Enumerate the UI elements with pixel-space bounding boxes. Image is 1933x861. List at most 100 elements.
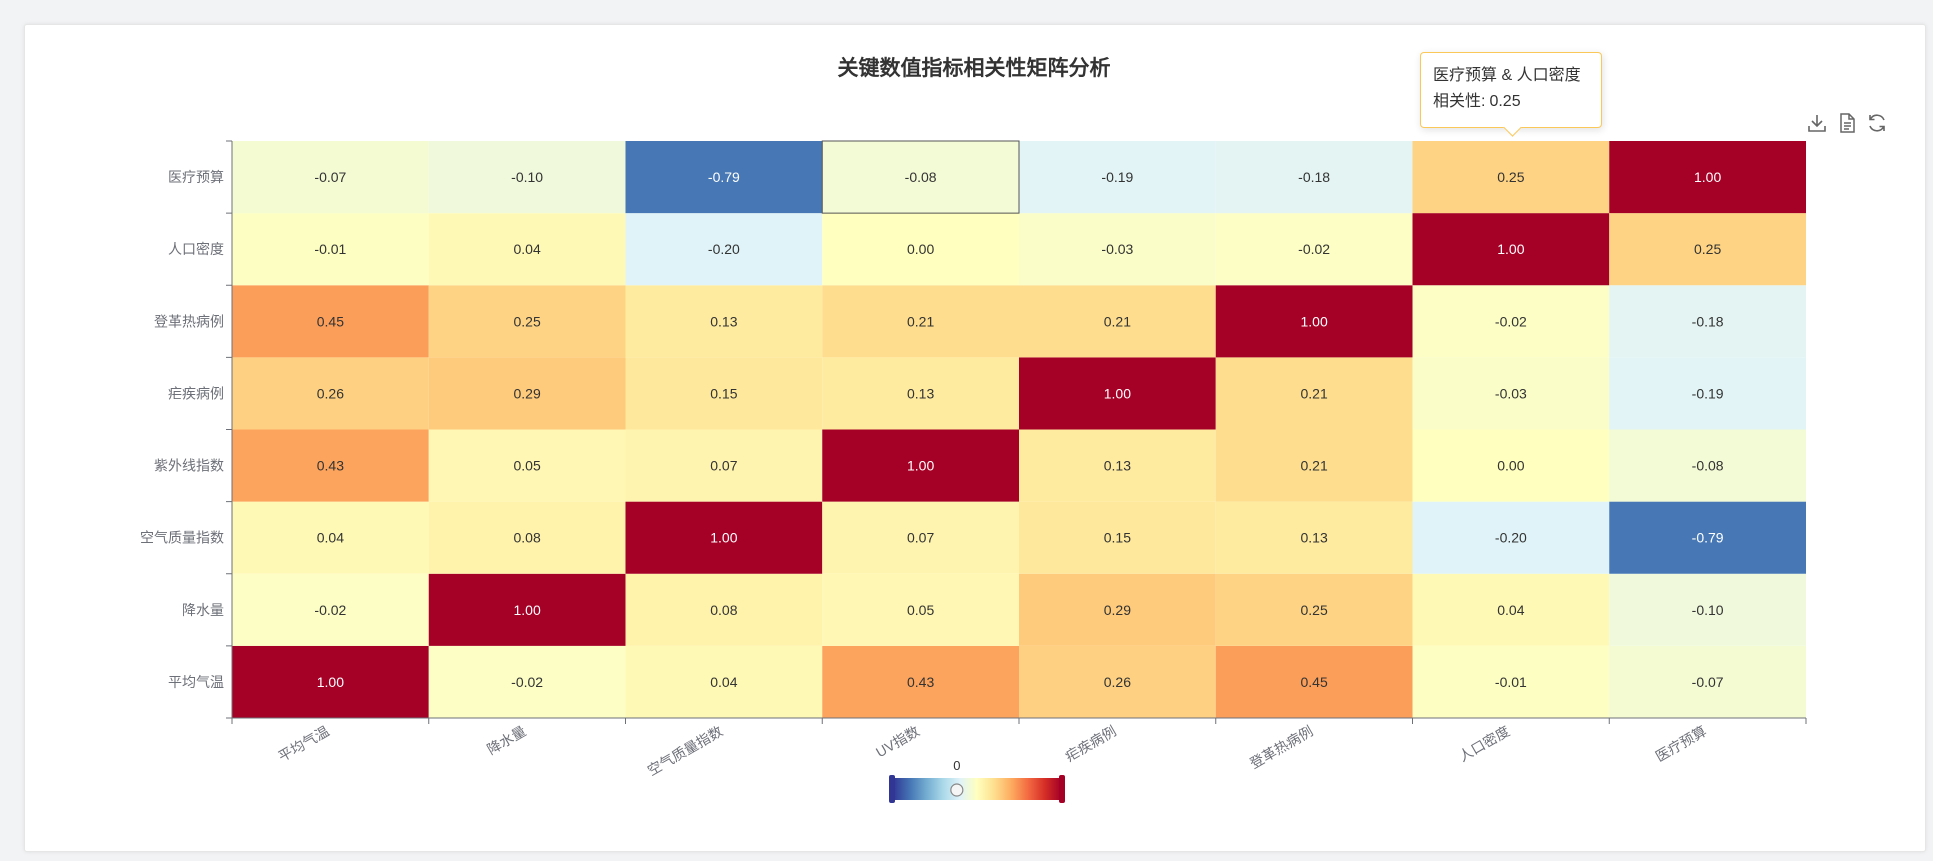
cell-value-label: -0.20: [1495, 530, 1527, 546]
cell-value-label: -0.01: [314, 241, 346, 257]
cell-value-label: 0.00: [1497, 458, 1524, 474]
heatmap-cell[interactable]: [1019, 645, 1216, 718]
heatmap-cell[interactable]: [1609, 141, 1806, 214]
heatmap-cell[interactable]: [1609, 285, 1806, 358]
heatmap-cell[interactable]: [822, 141, 1019, 214]
heatmap-cell[interactable]: [1215, 141, 1413, 214]
heatmap-cell[interactable]: [822, 429, 1019, 502]
heatmap-cell[interactable]: [1609, 357, 1806, 430]
heatmap-cell[interactable]: [1019, 213, 1216, 286]
cell-value-label: 0.15: [710, 385, 737, 401]
heatmap-cell[interactable]: [1412, 645, 1610, 718]
heatmap-cell[interactable]: [822, 285, 1019, 358]
cell-value-label: -0.08: [1692, 458, 1724, 474]
heatmap-cell[interactable]: [625, 645, 823, 718]
heatmap-cell[interactable]: [1215, 213, 1413, 286]
cell-value-label: 0.13: [1104, 458, 1131, 474]
download-icon[interactable]: [1806, 112, 1828, 134]
cell-value-label: 0.04: [514, 241, 541, 257]
heatmap-cell[interactable]: [1609, 573, 1806, 646]
cell-value-label: 0.04: [710, 674, 737, 690]
chart-toolbox: [1806, 112, 1888, 134]
cell-value-label: -0.07: [314, 169, 346, 185]
heatmap-cell[interactable]: [1609, 429, 1806, 502]
heatmap-cell[interactable]: [1609, 645, 1806, 718]
heatmap-cell[interactable]: [625, 141, 823, 214]
heatmap-cell[interactable]: [232, 357, 429, 430]
heatmap-cell[interactable]: [232, 285, 429, 358]
cell-value-label: 0.04: [1497, 602, 1524, 618]
cell-value-label: 1.00: [1104, 385, 1131, 401]
heatmap-cell[interactable]: [428, 645, 626, 718]
heatmap-cell[interactable]: [428, 501, 626, 574]
heatmap-cell[interactable]: [822, 357, 1019, 430]
cell-value-label: 1.00: [1497, 241, 1524, 257]
heatmap-cell[interactable]: [1215, 285, 1413, 358]
heatmap-cell[interactable]: [1215, 501, 1413, 574]
heatmap-cell[interactable]: [625, 213, 823, 286]
heatmap-cell[interactable]: [232, 573, 429, 646]
visual-map-handle-max[interactable]: [1059, 775, 1065, 803]
heatmap-cell[interactable]: [428, 285, 626, 358]
heatmap-cell[interactable]: [232, 501, 429, 574]
heatmap-cell[interactable]: [232, 429, 429, 502]
heatmap-cell[interactable]: [1019, 429, 1216, 502]
heatmap-cell[interactable]: [1412, 573, 1610, 646]
heatmap-cell[interactable]: [232, 645, 429, 718]
heatmap-cell[interactable]: [232, 213, 429, 286]
heatmap-cell[interactable]: [1215, 645, 1413, 718]
heatmap-cell[interactable]: [625, 429, 823, 502]
heatmap-cell[interactable]: [428, 573, 626, 646]
heatmap-cell[interactable]: [1019, 573, 1216, 646]
cell-value-label: 1.00: [907, 458, 934, 474]
heatmap-cell[interactable]: [1412, 429, 1610, 502]
x-tick-label: 疟疾病例: [1062, 723, 1118, 765]
cell-value-label: -0.20: [708, 241, 740, 257]
heatmap-cell[interactable]: [428, 357, 626, 430]
refresh-icon[interactable]: [1866, 112, 1888, 134]
cell-value-label: -0.03: [1101, 241, 1133, 257]
heatmap-cell[interactable]: [1019, 501, 1216, 574]
heatmap-cell[interactable]: [625, 573, 823, 646]
heatmap-cell[interactable]: [625, 285, 823, 358]
heatmap-cell[interactable]: [1019, 357, 1216, 430]
visual-map-handle-min[interactable]: [889, 775, 895, 803]
tooltip-value-line: 相关性: 0.25: [1433, 89, 1589, 115]
heatmap-cell[interactable]: [1019, 285, 1216, 358]
cell-value-label: -0.08: [905, 169, 937, 185]
heatmap-cell[interactable]: [428, 429, 626, 502]
heatmap-cell[interactable]: [822, 645, 1019, 718]
heatmap-cell[interactable]: [822, 501, 1019, 574]
heatmap-cell[interactable]: [232, 141, 429, 214]
heatmap-cell[interactable]: [1412, 285, 1610, 358]
x-tick-label: 平均气温: [275, 723, 331, 765]
heatmap-cell[interactable]: [1609, 213, 1806, 286]
heatmap-cell[interactable]: [1215, 573, 1413, 646]
cell-value-label: -0.10: [1692, 602, 1724, 618]
heatmap-cell[interactable]: [1215, 357, 1413, 430]
heatmap-cell[interactable]: [1412, 141, 1610, 214]
x-tick-label: 降水量: [484, 723, 528, 758]
heatmap-cell[interactable]: [1412, 213, 1610, 286]
cell-value-label: -0.18: [1298, 169, 1330, 185]
data-view-icon[interactable]: [1836, 112, 1858, 134]
heatmap-cell[interactable]: [822, 573, 1019, 646]
heatmap-cell[interactable]: [428, 213, 626, 286]
heatmap-cell[interactable]: [1215, 429, 1413, 502]
cell-value-label: 0.26: [1104, 674, 1131, 690]
visual-map-bar[interactable]: [893, 778, 1061, 800]
heatmap-cell[interactable]: [822, 213, 1019, 286]
heatmap-cell[interactable]: [625, 357, 823, 430]
heatmap-cell[interactable]: [1019, 141, 1216, 214]
visual-map-indicator[interactable]: [950, 783, 964, 797]
cell-value-label: 0.21: [1301, 385, 1328, 401]
cell-value-label: 1.00: [317, 674, 344, 690]
y-tick-label: 紫外线指数: [154, 458, 224, 474]
tooltip-value: 0.25: [1489, 93, 1521, 110]
heatmap-cell[interactable]: [1412, 357, 1610, 430]
heatmap-cell[interactable]: [428, 141, 626, 214]
cell-value-label: -0.03: [1495, 385, 1527, 401]
heatmap-cell[interactable]: [1609, 501, 1806, 574]
heatmap-cell[interactable]: [1412, 501, 1610, 574]
heatmap-cell[interactable]: [625, 501, 823, 574]
